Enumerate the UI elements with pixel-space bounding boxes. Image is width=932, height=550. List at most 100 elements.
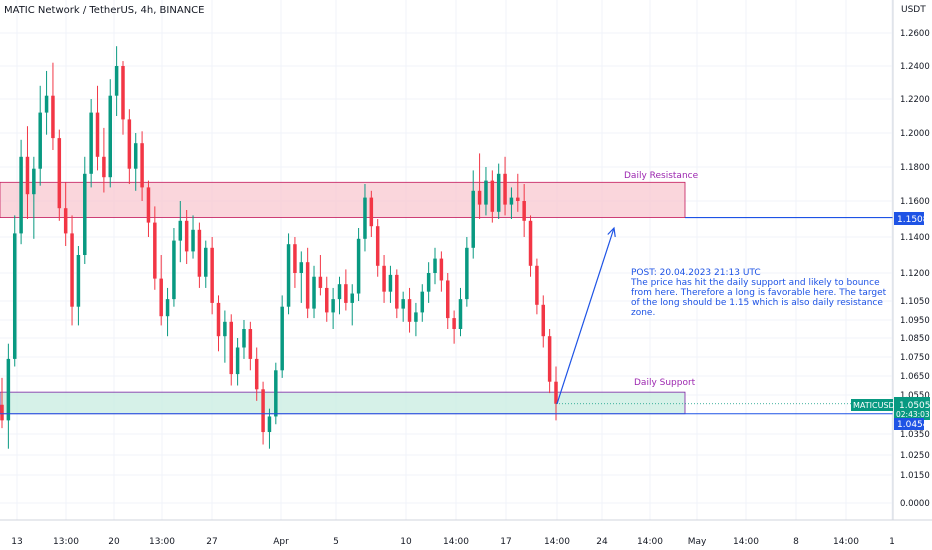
candle-body [235,347,240,375]
candle-body [375,226,380,266]
candle-body [490,180,495,212]
candle-body [38,112,42,169]
candle-body [280,306,284,371]
chart-title: MATIC Network / TetherUS, 4h, BINANCE [4,5,204,16]
zone-rect [0,181,686,218]
price-axis[interactable]: 1.2600 1.2400 1.2200 1.2000 1.1800 1.1600 1.14… [900,29,930,509]
candle-body [32,168,36,195]
candle-body [89,112,93,174]
candle-body [51,95,55,139]
candle-body [204,247,208,277]
time-tick-label: 13:00 [149,537,175,547]
candle-body [337,284,342,300]
candle-body [496,173,501,212]
candle-body [108,95,113,178]
candle-body [25,156,30,195]
time-axis[interactable]: 13 13:00 20 13:00 27 Apr 5 10 14:00 17 14:00 24 14:0… [11,537,895,547]
candle-body [528,220,533,266]
candle-body [248,329,253,359]
candle-body [414,312,418,322]
candle-body [331,299,335,313]
candle-body [44,95,49,113]
candle-body [318,276,323,288]
price-tick-label: 1.0250 [900,451,930,461]
candle-body [121,66,125,120]
candle-body [554,381,558,404]
support-zone-label: Daily Support [634,378,696,388]
price-tick-label: 1.2600 [900,29,930,39]
candle-body [261,389,265,433]
candle-body [325,287,329,313]
candle-body [70,233,74,307]
candle-body [388,274,393,292]
candle-body [299,262,304,273]
price-tick-label: 1.1400 [900,233,930,243]
candle-body [19,156,23,234]
time-tick-label: 1 [889,537,895,547]
candle-body [382,265,386,292]
symbol-label: MATICUSDT [853,401,900,410]
candle-body [146,187,151,223]
candle-body [363,197,367,239]
candle-body [63,208,68,234]
price-tick-label: 1.1050 [900,297,930,307]
candle-body [274,370,278,417]
candle-body [509,197,514,205]
candle-body [535,265,539,305]
price-tick-label: 1.0550 [900,391,930,401]
candle-body [95,112,100,157]
price-tick-label: 1.1600 [900,197,930,207]
level-lines [0,216,893,415]
symbol-tag [851,399,893,411]
candle-body [433,258,437,273]
time-tick-label: Apr [273,537,289,547]
candle-body [165,299,170,317]
candle-body [541,304,546,337]
candle-body [229,321,233,375]
price-tick-label: 1.0350 [900,430,930,440]
resistance-zone-label: Daily Resistance [624,171,699,181]
candle-body [503,173,507,205]
candle-body [458,299,463,329]
candle-body [420,291,425,313]
time-tick-label: 5 [333,537,339,547]
resistance-price-label: 1.1508 [897,215,929,225]
candle-body [522,201,526,221]
candle-body [445,280,450,319]
candle-body [83,173,87,255]
candle-body [0,404,4,421]
candle-body [223,321,227,337]
candle-body [57,138,62,209]
countdown-label: 02:43:03 [896,410,930,419]
projection-arrow[interactable] [556,226,616,404]
candle-body [465,247,469,300]
price-tick-label: 1.2200 [900,95,930,105]
candle-body [184,220,189,252]
candle-body [356,238,361,294]
current-price-tag [894,397,930,420]
time-tick-label: 27 [206,537,217,547]
candle-body [178,220,183,241]
currency-label: USDT [901,5,926,15]
candle-body [254,358,259,390]
price-tick-label: 1.2000 [900,129,930,139]
candle-body [153,222,157,279]
time-tick-label: 14:00 [637,537,663,547]
zone-rect [0,391,686,415]
arrow-head [607,226,616,237]
candle-body [197,229,202,277]
candle-body [216,302,221,337]
candle-body [484,180,488,205]
zones [0,181,686,415]
candle-body [267,416,272,433]
candle-body [407,299,412,322]
candle-body [159,278,163,317]
annotation-text[interactable]: POST: 20.04.2023 21:13 UTC The price has… [630,268,887,318]
grid [0,0,893,520]
candle-body [6,358,11,421]
price-tick-label: 0.0000 [900,499,930,509]
candle-body [426,273,431,292]
time-tick-label: 13 [11,537,22,547]
candle-body [516,197,520,201]
